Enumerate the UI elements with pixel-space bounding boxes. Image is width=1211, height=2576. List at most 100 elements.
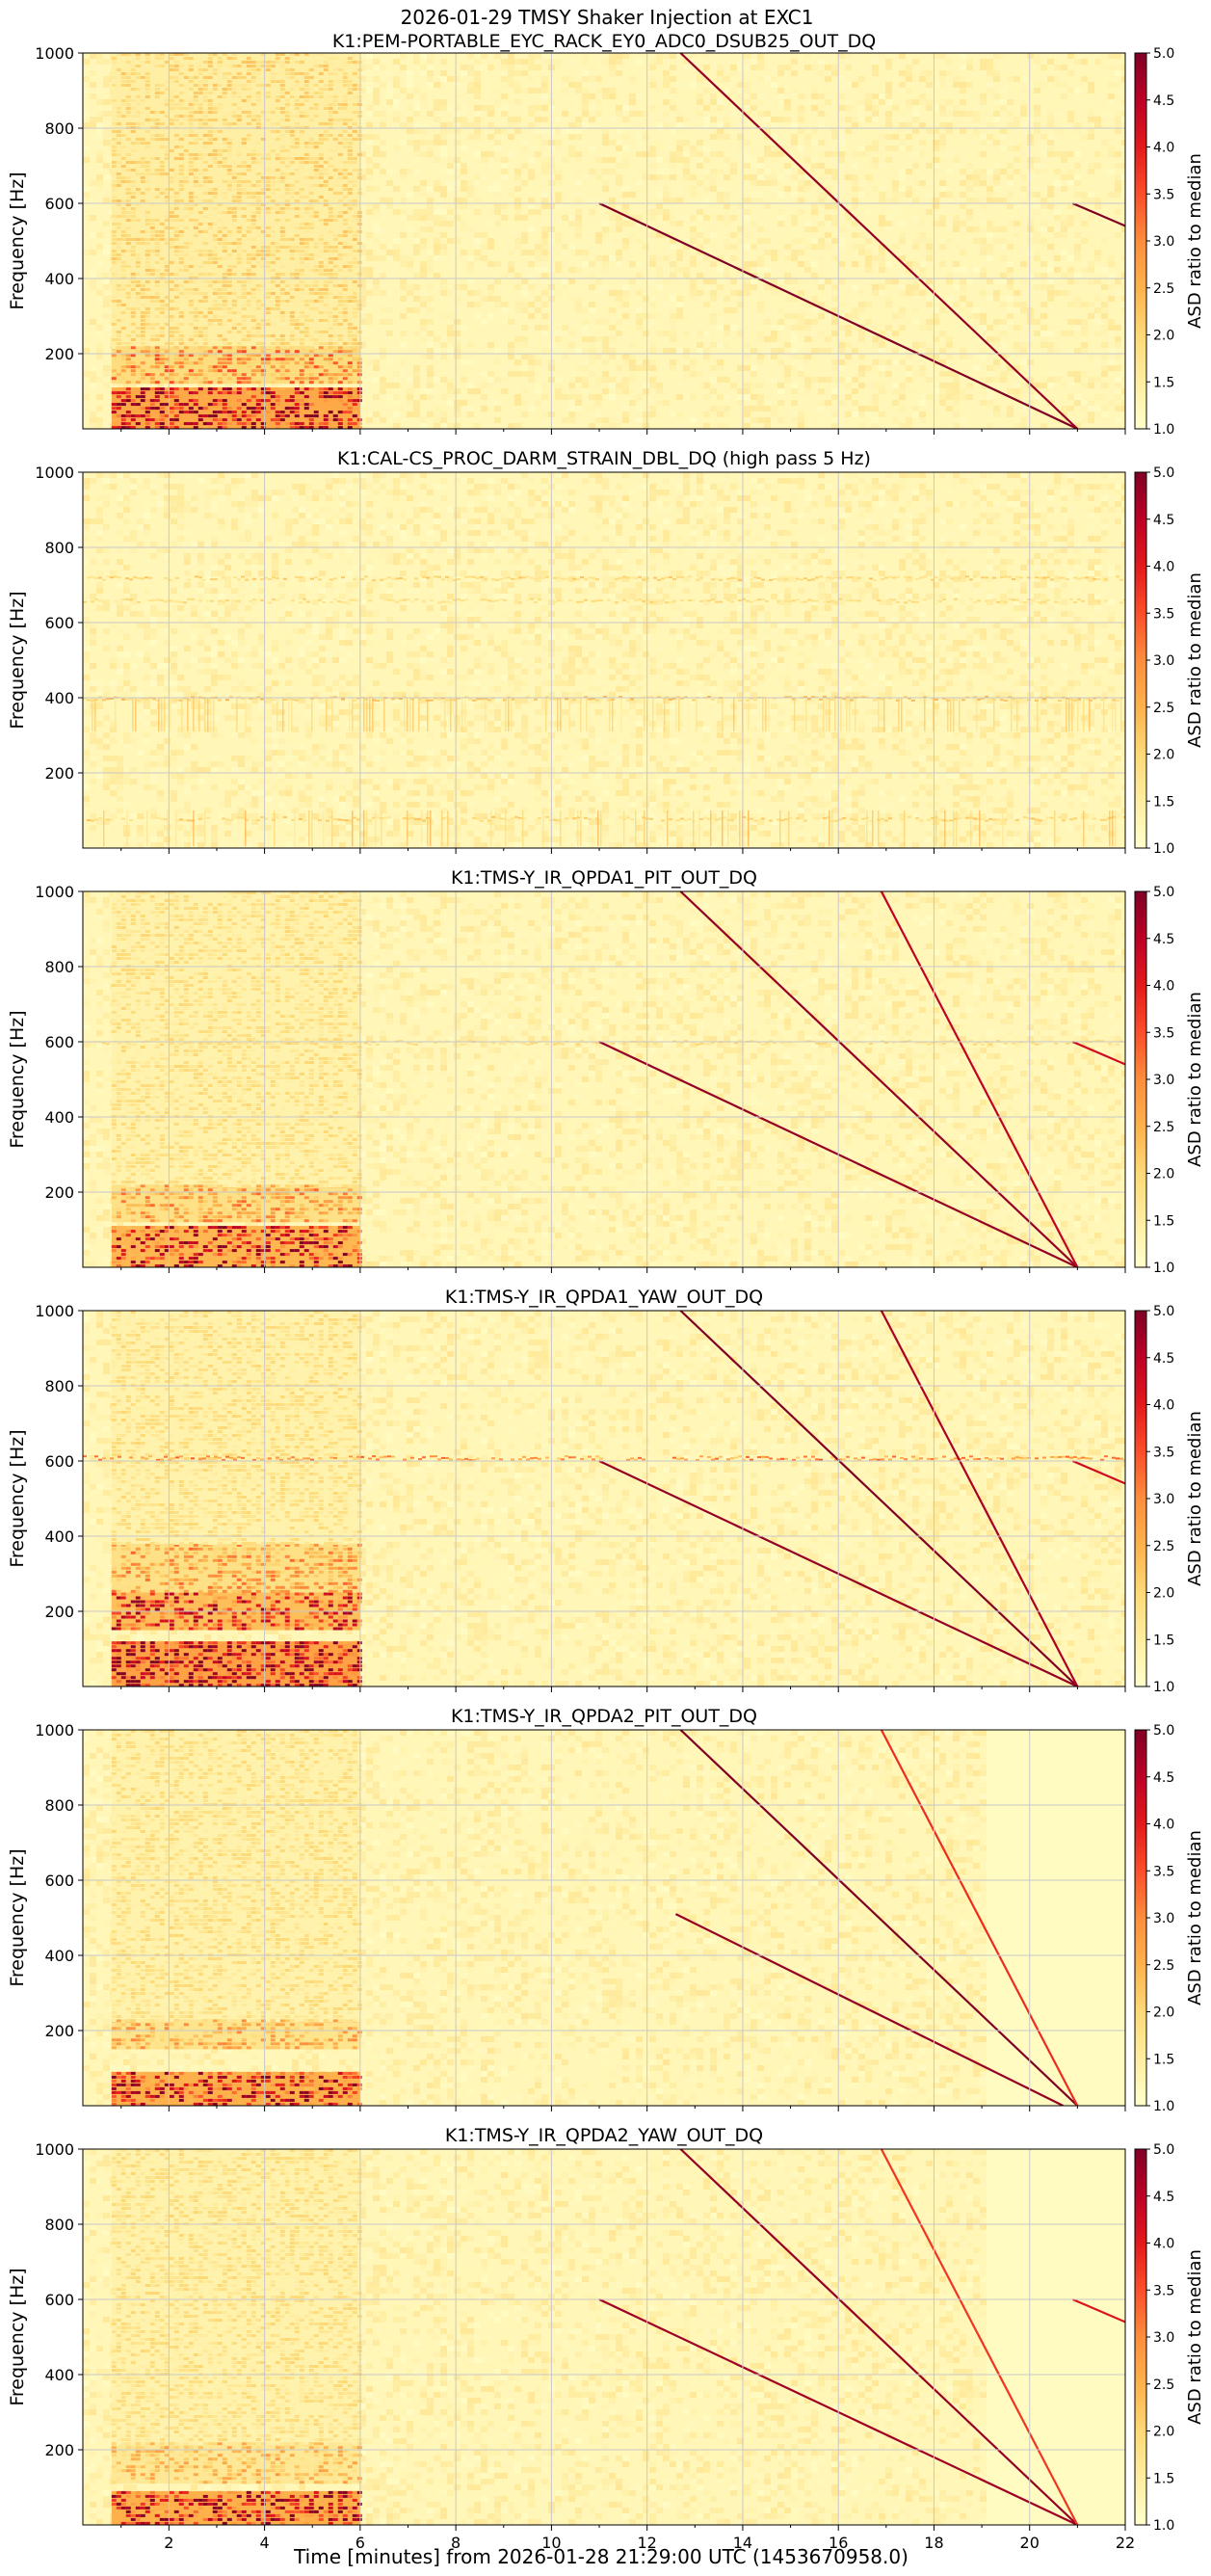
colorbar-tick-label: 3.0 [1153, 234, 1174, 250]
colorbar-tick-label: 5.0 [1153, 1304, 1174, 1319]
chirp-line [679, 1311, 1079, 1686]
colorbar-tick-label: 3.0 [1153, 1911, 1174, 1926]
colorbar-tick-label: 1.0 [1153, 841, 1174, 857]
y-tick-label: 800 [44, 2216, 74, 2234]
colorbar-tick-label: 4.0 [1153, 1818, 1174, 1833]
heatmap [83, 1730, 1125, 2106]
colorbar-tick-label: 3.0 [1153, 653, 1174, 669]
grid [83, 2148, 1126, 2525]
colorbar-label: ASD ratio to median [1185, 153, 1205, 329]
colorbar-tick-label: 4.5 [1153, 93, 1174, 109]
y-tick-label: 600 [44, 2291, 74, 2309]
colorbar-tick-label: 3.5 [1153, 187, 1174, 202]
colorbar-tick-label: 5.0 [1153, 1723, 1174, 1739]
heatmap [83, 1311, 1125, 1686]
y-tick-label: 800 [44, 958, 74, 976]
chirp-line [880, 891, 1079, 1267]
panel-1: 200 400 600 800 1000 K1:PEM-PORTABLE_EYC_RACK… [7, 31, 1205, 438]
y-tick-label: 400 [44, 1947, 74, 1965]
y-tick-label: 1000 [35, 1721, 74, 1739]
plot-frame [82, 52, 1126, 430]
chirp-line [1071, 2297, 1125, 2324]
panel-title: K1:TMS-Y_IR_QPDA2_PIT_OUT_DQ [451, 1706, 757, 1727]
colorbar-label: ASD ratio to median [1185, 1411, 1205, 1586]
y-tick-label: 1000 [35, 44, 74, 63]
plot-frame [82, 2148, 1126, 2526]
panels: 200 400 600 800 1000 K1:PEM-PORTABLE_EYC_RACK… [7, 31, 1205, 2552]
colorbar-tick-label: 4.5 [1153, 1351, 1174, 1367]
panel-2: 200 400 600 800 1000 K1:CAL-CS_PROC_DARM_STRA… [7, 448, 1205, 857]
colorbar-tick-label: 3.0 [1153, 1492, 1174, 1507]
colorbar-tick-label: 2.5 [1153, 2377, 1174, 2393]
colorbar-tick-label: 2.0 [1153, 1167, 1174, 1182]
x-tick-label: 14 [733, 2534, 752, 2552]
colorbar-tick-label: 5.0 [1153, 465, 1174, 481]
colorbar-tick-label: 1.5 [1153, 2052, 1174, 2067]
x-tick-label: 6 [355, 2534, 365, 2552]
grid [83, 471, 1126, 848]
chirp-line [1071, 1459, 1125, 1485]
y-tick-label: 200 [44, 2441, 74, 2459]
y-tick-label: 200 [44, 2022, 74, 2040]
chirp-line [880, 2149, 1079, 2525]
y-tick-label: 400 [44, 1527, 74, 1546]
colorbar-tick-label: 4.0 [1153, 979, 1174, 995]
x-tick-label: 4 [260, 2534, 270, 2552]
panel-6: 200 400 600 800 1000 2 4 6 8 10 12 14 16 18 20 22 K1:TMS… [7, 2125, 1205, 2552]
y-tick-label: 800 [44, 1377, 74, 1395]
colorbar-tick-label: 4.0 [1153, 1398, 1174, 1414]
y-axis-label: Frequency [Hz] [7, 1429, 28, 1567]
colorbar-tick-label: 2.0 [1153, 329, 1174, 344]
colorbar-tick-label: 2.0 [1153, 748, 1174, 763]
y-axis-label: Frequency [Hz] [7, 1848, 28, 1986]
y-tick-label: 400 [44, 1108, 74, 1127]
colorbar: 1.0 1.5 2.0 2.5 3.0 3.5 4.0 4.5 5.0 ASD ratio to … [1134, 2142, 1205, 2534]
colorbar-tick-label: 2.0 [1153, 2005, 1174, 2021]
chirp-line [679, 891, 1079, 1267]
colorbar-tick-label: 2.5 [1153, 1120, 1174, 1135]
colorbar-tick-label: 2.5 [1153, 281, 1174, 297]
colorbar-tick-label: 5.0 [1153, 2142, 1174, 2158]
colorbar-label: ASD ratio to median [1185, 572, 1205, 748]
x-tick-label: 16 [829, 2534, 848, 2552]
colorbar-tick-label: 1.5 [1153, 375, 1174, 390]
y-tick-label: 1000 [35, 883, 74, 901]
colorbar-tick-label: 3.5 [1153, 1864, 1174, 1879]
panel-4: 200 400 600 800 1000 K1:TMS-Y_IR_QPDA1_YAW_OU… [7, 1287, 1205, 1695]
colorbar-label: ASD ratio to median [1185, 2249, 1205, 2425]
heatmap [83, 472, 1125, 848]
y-tick-label: 200 [44, 1183, 74, 1202]
colorbar-tick-label: 1.5 [1153, 2471, 1174, 2486]
colorbar-tick-label: 4.0 [1153, 2237, 1174, 2252]
colorbar-tick-label: 3.5 [1153, 1445, 1174, 1460]
colorbar-tick-label: 1.0 [1153, 2518, 1174, 2534]
x-tick-label: 18 [924, 2534, 943, 2552]
colorbar-tick-label: 1.0 [1153, 2099, 1174, 2114]
colorbar-tick-label: 2.5 [1153, 701, 1174, 716]
colorbar-tick-label: 4.5 [1153, 2190, 1174, 2205]
colorbar-label: ASD ratio to median [1185, 1830, 1205, 2005]
panel-title: K1:PEM-PORTABLE_EYC_RACK_EY0_ADC0_DSUB25… [332, 31, 876, 52]
x-tick-label: 12 [637, 2534, 656, 2552]
grid [83, 1729, 1126, 2106]
colorbar-label: ASD ratio to median [1185, 992, 1205, 1167]
chirp-line [880, 1311, 1079, 1686]
colorbar-tick-label: 3.0 [1153, 1073, 1174, 1088]
y-tick-label: 1000 [35, 2140, 74, 2159]
chirp-line [1071, 1040, 1125, 1066]
colorbar-tick-label: 2.5 [1153, 1539, 1174, 1554]
panel-3: 200 400 600 800 1000 K1:TMS-Y_IR_QPDA1_PIT_OU… [7, 867, 1205, 1276]
chirp-line [679, 53, 1079, 429]
y-tick-label: 800 [44, 120, 74, 138]
y-tick-label: 600 [44, 195, 74, 213]
x-axis-label: Time [minutes] from 2026-01-28 21:29:00 … [293, 2545, 908, 2568]
colorbar-tick-label: 2.0 [1153, 1586, 1174, 1602]
colorbar: 1.0 1.5 2.0 2.5 3.0 3.5 4.0 4.5 5.0 ASD ratio to … [1134, 885, 1205, 1276]
panel-title: K1:TMS-Y_IR_QPDA1_PIT_OUT_DQ [451, 867, 757, 889]
colorbar-tick-label: 1.0 [1153, 1680, 1174, 1695]
heatmap [83, 53, 1125, 429]
x-tick-label: 10 [541, 2534, 561, 2552]
y-tick-label: 600 [44, 614, 74, 632]
colorbar-tick-label: 3.5 [1153, 606, 1174, 622]
